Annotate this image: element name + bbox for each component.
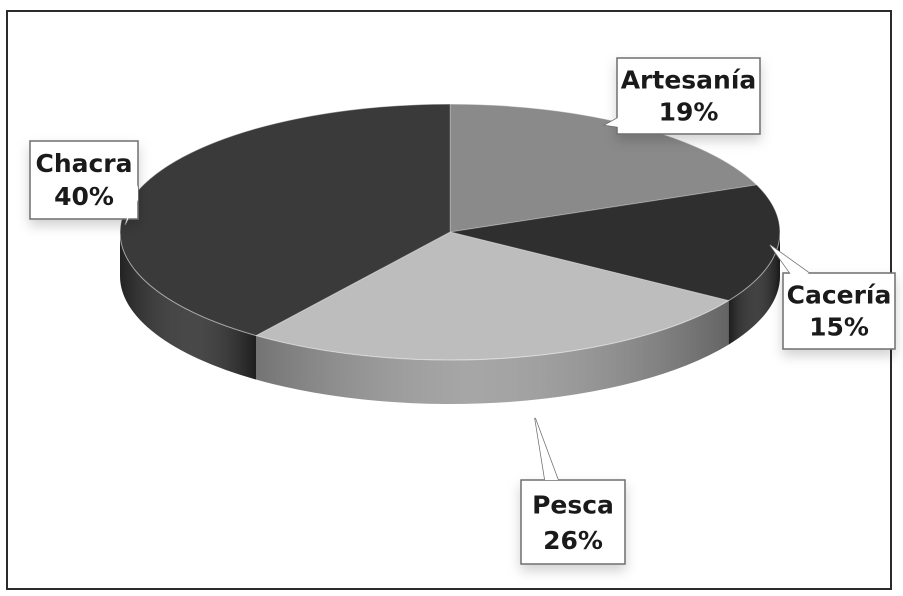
pie-side-shade: [728, 232, 780, 345]
pie-rim: [119, 103, 781, 361]
callout-box: [782, 272, 896, 350]
callout-percent-label: 19%: [659, 97, 719, 126]
callout-pointer-fill: [605, 114, 625, 128]
callout-category-label: Artesanía: [621, 65, 757, 94]
callout-box: [29, 140, 139, 220]
callout-percent-label: 26%: [543, 526, 603, 555]
pie-slice-pesca: [254, 231, 730, 361]
pie-labels: Artesanía 19% Cacería 15% Pesca 26% Chacra 40%: [29, 57, 896, 565]
pie-side-shade: [256, 300, 729, 405]
callout-artesana: Artesanía 19%: [602, 57, 761, 135]
callout-category-label: Pesca: [532, 491, 614, 520]
pie-slice-cacera: [449, 184, 781, 302]
callout-percent-label: 15%: [809, 312, 869, 341]
callout-pointer-fill: [535, 418, 558, 480]
callout-percent-label: 40%: [54, 182, 114, 211]
callout-cacera: Cacería 15%: [769, 244, 896, 350]
callout-chacra: Chacra 40%: [29, 140, 139, 226]
pie-sides: [119, 232, 780, 405]
callout-category-label: Chacra: [35, 149, 132, 178]
callout-box: [520, 479, 626, 565]
callout-pesca: Pesca 26%: [520, 417, 626, 565]
callout-box: [616, 57, 761, 135]
callout-category-label: Cacería: [787, 280, 892, 309]
pie-tops: [119, 103, 781, 361]
callout-pointer-fill: [770, 245, 809, 280]
callout-pointer-fill: [125, 185, 138, 225]
pie-side-shade: [119, 232, 257, 380]
